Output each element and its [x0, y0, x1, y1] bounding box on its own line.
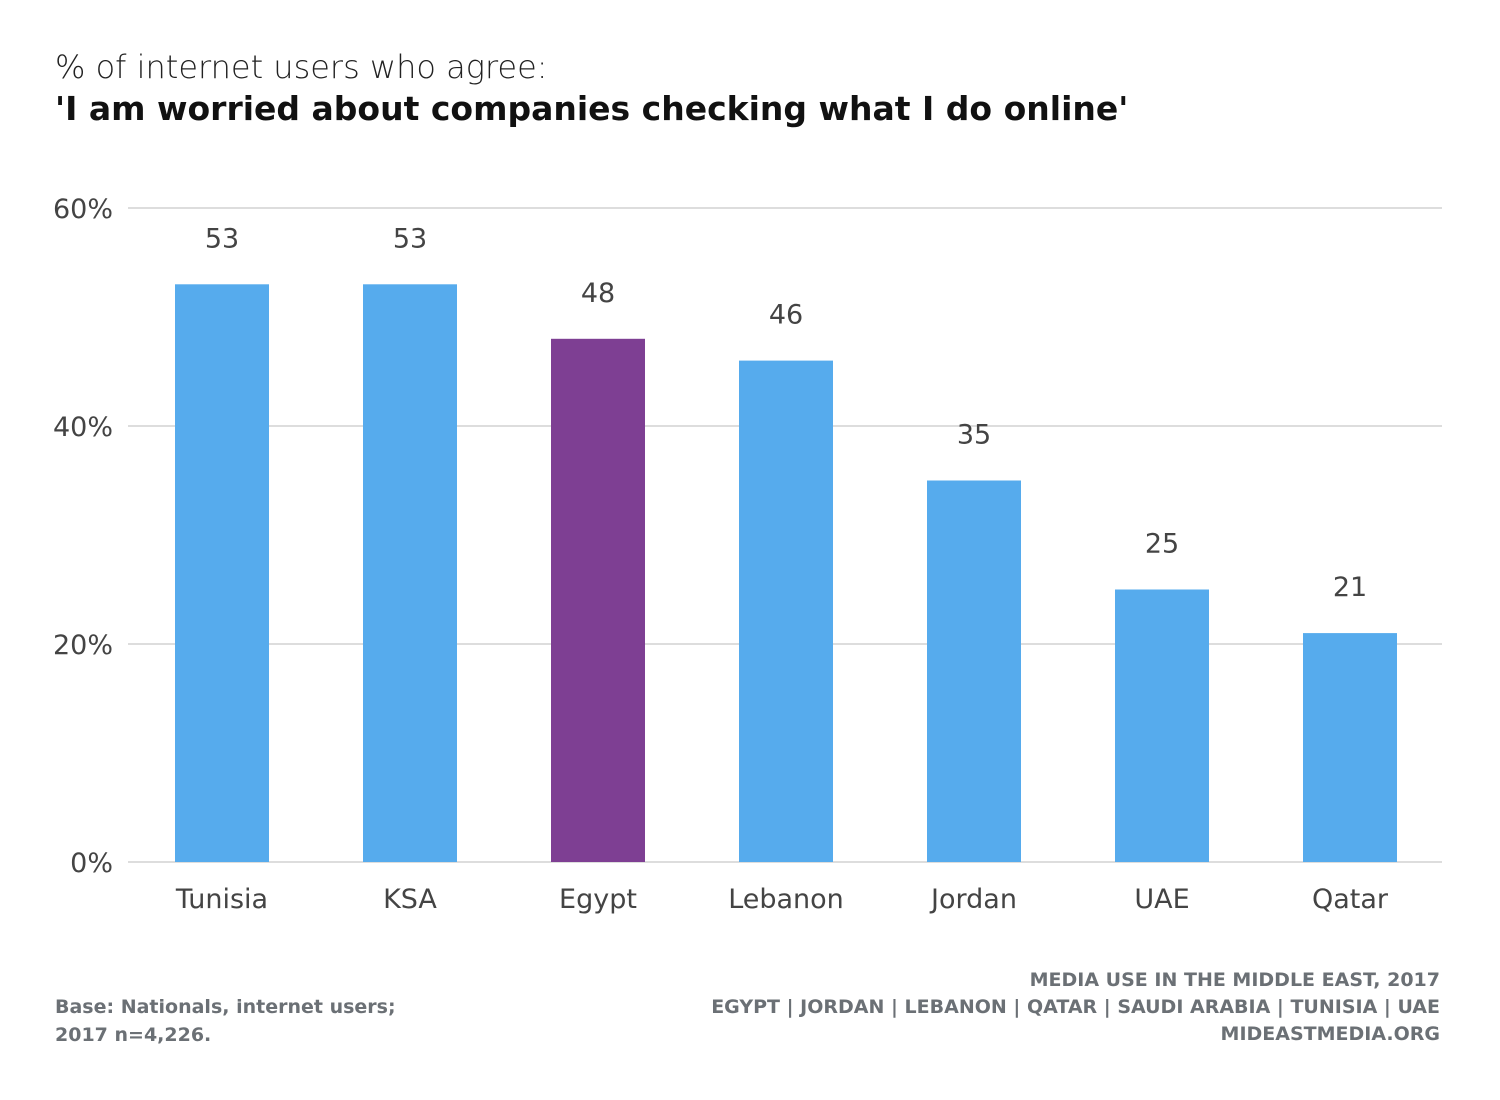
y-tick-label: 40%: [53, 412, 113, 443]
base-note-line-2: 2017 n=4,226.: [55, 1024, 212, 1046]
source-line-3: MIDEASTMEDIA.ORG: [1220, 1023, 1440, 1045]
source-note: MEDIA USE IN THE MIDDLE EAST, 2017 EGYPT…: [711, 967, 1440, 1048]
bar: [739, 360, 833, 862]
x-tick-label: Jordan: [929, 884, 1017, 915]
source-line-2: EGYPT | JORDAN | LEBANON | QATAR | SAUDI…: [711, 996, 1440, 1018]
data-label: 21: [1333, 572, 1367, 603]
data-labels: 53 53 48 46 35 25 21: [205, 223, 1367, 603]
y-tick-label: 60%: [53, 194, 113, 225]
x-tick-label: Tunisia: [175, 884, 268, 915]
chart-heading: % of internet users who agree: 'I am wor…: [55, 46, 1435, 130]
x-tick-label: KSA: [383, 884, 437, 915]
x-tick-label: Qatar: [1312, 884, 1389, 915]
x-tick-label: Lebanon: [728, 884, 844, 915]
bars: [175, 284, 1397, 862]
chart-subtitle: % of internet users who agree:: [55, 48, 548, 86]
y-axis-tick-labels: 0% 20% 40% 60%: [53, 194, 113, 879]
y-tick-label: 0%: [70, 848, 113, 879]
y-tick-label: 20%: [53, 630, 113, 661]
data-label: 53: [205, 223, 239, 254]
data-label: 25: [1145, 529, 1179, 560]
base-note-line-1: Base: Nationals, internet users;: [55, 996, 396, 1018]
bar: [551, 338, 645, 862]
bar: [927, 480, 1021, 862]
source-line-1: MEDIA USE IN THE MIDDLE EAST, 2017: [1029, 969, 1440, 991]
bar: [175, 284, 269, 862]
chart-title: 'I am worried about companies checking w…: [55, 89, 1129, 128]
data-label: 46: [769, 300, 803, 331]
data-label: 53: [393, 223, 427, 254]
x-axis-tick-labels: Tunisia KSA Egypt Lebanon Jordan UAE Qatar: [175, 884, 1389, 915]
data-label: 35: [957, 420, 991, 451]
data-label: 48: [581, 278, 615, 309]
bar: [1115, 589, 1209, 862]
bar: [363, 284, 457, 862]
x-tick-label: Egypt: [559, 884, 637, 915]
base-note: Base: Nationals, internet users; 2017 n=…: [55, 993, 396, 1049]
x-tick-label: UAE: [1134, 884, 1189, 915]
bar: [1303, 633, 1397, 862]
